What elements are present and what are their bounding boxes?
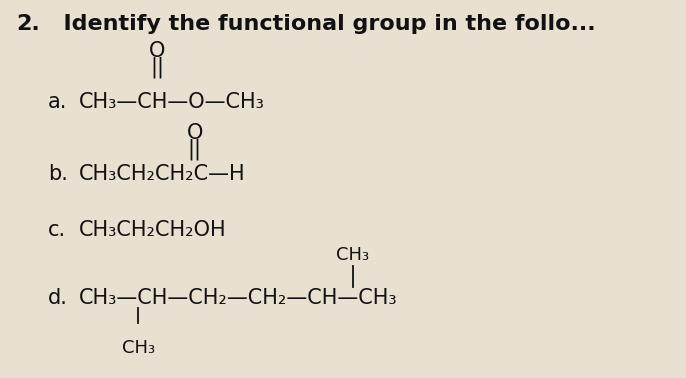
Text: CH₃—CH—O—CH₃: CH₃—CH—O—CH₃ xyxy=(79,92,265,112)
Text: a.: a. xyxy=(48,92,67,112)
Text: O: O xyxy=(187,123,203,143)
Text: c.: c. xyxy=(48,220,66,240)
Text: b.: b. xyxy=(48,164,68,184)
Text: CH₃: CH₃ xyxy=(122,339,155,358)
Text: O: O xyxy=(149,42,165,61)
Text: CH₃CH₂CH₂C—H: CH₃CH₂CH₂C—H xyxy=(79,164,246,184)
Text: CH₃CH₂CH₂OH: CH₃CH₂CH₂OH xyxy=(79,220,227,240)
Text: 2.: 2. xyxy=(16,14,40,34)
Text: CH₃: CH₃ xyxy=(336,246,369,264)
Text: CH₃—CH—CH₂—CH₂—CH—CH₃: CH₃—CH—CH₂—CH₂—CH—CH₃ xyxy=(79,288,398,308)
Text: ||: || xyxy=(188,138,202,160)
Text: d.: d. xyxy=(48,288,68,308)
Text: ||: || xyxy=(150,56,164,78)
Text: Identify the functional group in the follo...: Identify the functional group in the fol… xyxy=(48,14,595,34)
